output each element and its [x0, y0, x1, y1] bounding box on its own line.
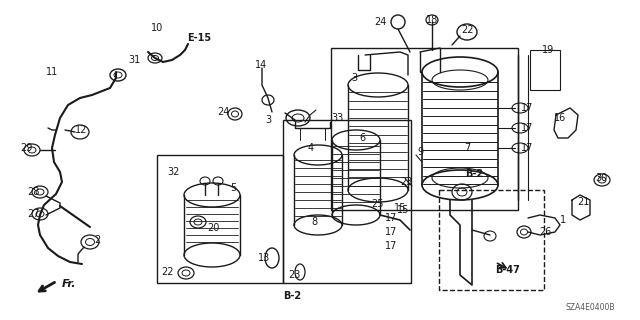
Bar — [157, 155, 283, 283]
Text: 24: 24 — [374, 17, 386, 27]
Text: 27: 27 — [27, 209, 39, 219]
Text: 12: 12 — [75, 125, 87, 135]
Text: 30: 30 — [595, 173, 607, 183]
Text: 1: 1 — [560, 215, 566, 225]
Text: 14: 14 — [255, 60, 267, 70]
Text: 25: 25 — [371, 199, 383, 209]
Text: 3: 3 — [351, 73, 357, 83]
Text: 17: 17 — [521, 103, 533, 113]
Text: E-15: E-15 — [187, 33, 211, 43]
Text: 3: 3 — [265, 115, 271, 125]
Text: 32: 32 — [168, 167, 180, 177]
Text: 17: 17 — [385, 241, 397, 251]
Text: 2: 2 — [94, 235, 100, 245]
Bar — [439, 190, 544, 290]
Text: 17: 17 — [385, 227, 397, 237]
Text: 23: 23 — [400, 177, 412, 187]
Text: 15: 15 — [394, 203, 406, 213]
Text: 6: 6 — [359, 133, 365, 143]
Text: 29: 29 — [20, 143, 32, 153]
Text: 31: 31 — [128, 55, 140, 65]
Text: 24: 24 — [217, 107, 229, 117]
Text: 4: 4 — [308, 143, 314, 153]
Text: 5: 5 — [230, 183, 236, 193]
Text: 8: 8 — [311, 217, 317, 227]
Text: 16: 16 — [554, 113, 566, 123]
Text: 15: 15 — [397, 205, 409, 215]
Text: 33: 33 — [331, 113, 343, 123]
Text: 17: 17 — [385, 213, 397, 223]
Bar — [331, 48, 518, 210]
Text: 23: 23 — [288, 270, 300, 280]
Text: 26: 26 — [539, 227, 551, 237]
Text: 28: 28 — [27, 187, 39, 197]
Text: 22: 22 — [461, 25, 473, 35]
Bar — [530, 50, 560, 90]
Bar — [283, 120, 411, 283]
Text: 20: 20 — [207, 223, 219, 233]
Text: 7: 7 — [464, 143, 470, 153]
Text: 18: 18 — [426, 15, 438, 25]
Text: B-47: B-47 — [495, 265, 520, 275]
Text: 9: 9 — [417, 147, 423, 157]
Text: B-2: B-2 — [465, 169, 483, 179]
Text: 10: 10 — [151, 23, 163, 33]
Text: 11: 11 — [46, 67, 58, 77]
Text: SZA4E0400B: SZA4E0400B — [565, 303, 615, 313]
Text: 13: 13 — [258, 253, 270, 263]
Text: B-2: B-2 — [283, 291, 301, 301]
Text: 22: 22 — [162, 267, 174, 277]
Text: 17: 17 — [521, 123, 533, 133]
Text: Fr.: Fr. — [62, 279, 77, 289]
Text: 17: 17 — [521, 143, 533, 153]
Text: 19: 19 — [542, 45, 554, 55]
Text: 21: 21 — [577, 197, 589, 207]
